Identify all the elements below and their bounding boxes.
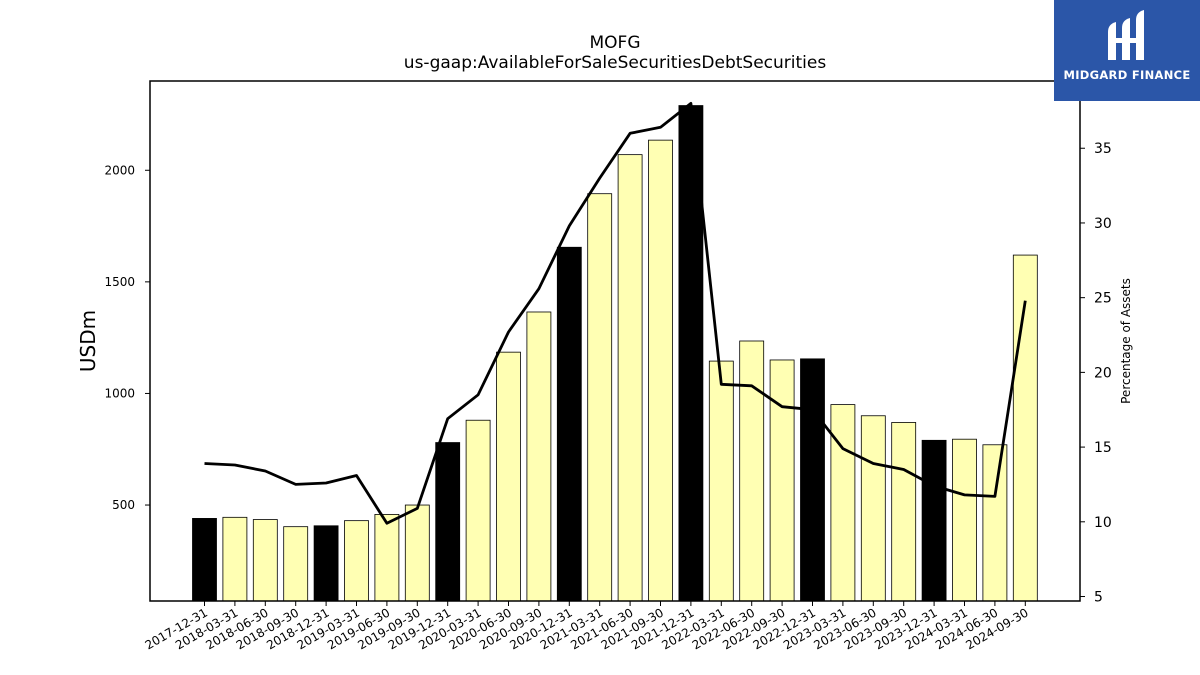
bar-2023-06-30 bbox=[860, 415, 886, 602]
bar-2020-12-31 bbox=[556, 246, 582, 602]
plot-frame bbox=[149, 80, 1081, 602]
midgard-finance-logo: MIDGARD FINANCE bbox=[1054, 0, 1200, 101]
bar-2018-06-30 bbox=[252, 519, 278, 602]
y2-tick-label-25: 25 bbox=[1094, 291, 1112, 307]
bar-2023-03-31 bbox=[830, 404, 856, 602]
y2-tick-label-35: 35 bbox=[1094, 141, 1112, 157]
y2-tick-label-5: 5 bbox=[1094, 590, 1103, 606]
bar-2018-09-30 bbox=[283, 526, 309, 602]
percentage-of-assets-line bbox=[204, 102, 1027, 525]
bar-2018-12-31 bbox=[313, 525, 339, 602]
bar-2022-09-30 bbox=[769, 359, 795, 602]
bar-2021-03-31 bbox=[587, 193, 613, 602]
bar-2020-09-30 bbox=[526, 311, 552, 602]
y2-tick-label-20: 20 bbox=[1094, 365, 1112, 381]
bar-2020-03-31 bbox=[465, 419, 491, 602]
chart-title: MOFG bbox=[590, 33, 641, 53]
y2-tick-label-10: 10 bbox=[1094, 515, 1112, 531]
y-axis-left: 500 1000 1500 2000 bbox=[104, 163, 150, 512]
bar-2023-09-30 bbox=[891, 422, 917, 602]
bar-2022-06-30 bbox=[739, 340, 765, 602]
bar-2019-12-31 bbox=[435, 442, 461, 602]
y2-tick-label-15: 15 bbox=[1094, 440, 1112, 456]
bar-series bbox=[192, 105, 1038, 602]
chart-subtitle: us-gaap:AvailableForSaleSecuritiesDebtSe… bbox=[404, 53, 827, 73]
y-tick-label-2000: 2000 bbox=[104, 163, 135, 177]
y2-tick-label-30: 30 bbox=[1094, 216, 1112, 232]
bar-2024-03-31 bbox=[952, 438, 977, 602]
bar-2021-09-30 bbox=[648, 139, 673, 602]
x-axis: 2017-12-312018-03-312018-06-302018-09-30… bbox=[143, 601, 1031, 652]
bar-2022-12-31 bbox=[800, 358, 825, 602]
midgard-logo-icon bbox=[1108, 10, 1144, 60]
bar-2021-06-30 bbox=[617, 154, 643, 602]
bar-2022-03-31 bbox=[708, 360, 734, 602]
y-axis-label-left: USDm bbox=[76, 310, 100, 372]
bar-2019-06-30 bbox=[374, 514, 400, 602]
bar-2018-03-31 bbox=[222, 516, 248, 602]
bar-2019-09-30 bbox=[404, 504, 430, 602]
bar-2019-03-31 bbox=[344, 520, 369, 602]
line-series bbox=[204, 102, 1027, 525]
y-tick-label-1000: 1000 bbox=[104, 386, 135, 400]
bar-2024-09-30 bbox=[1012, 254, 1038, 602]
y-tick-label-500: 500 bbox=[112, 498, 135, 512]
bar-2023-12-31 bbox=[921, 439, 947, 602]
bar-2017-12-31 bbox=[192, 518, 217, 602]
y-tick-label-1500: 1500 bbox=[104, 275, 135, 289]
bar-2024-06-30 bbox=[982, 444, 1008, 602]
y-axis-right: 5 10 15 20 25 30 35 bbox=[1080, 141, 1112, 606]
bar-2020-06-30 bbox=[496, 351, 521, 602]
logo-text: MIDGARD FINANCE bbox=[1063, 68, 1191, 82]
y-axis-label-right: Percentage of Assets bbox=[1119, 278, 1133, 404]
